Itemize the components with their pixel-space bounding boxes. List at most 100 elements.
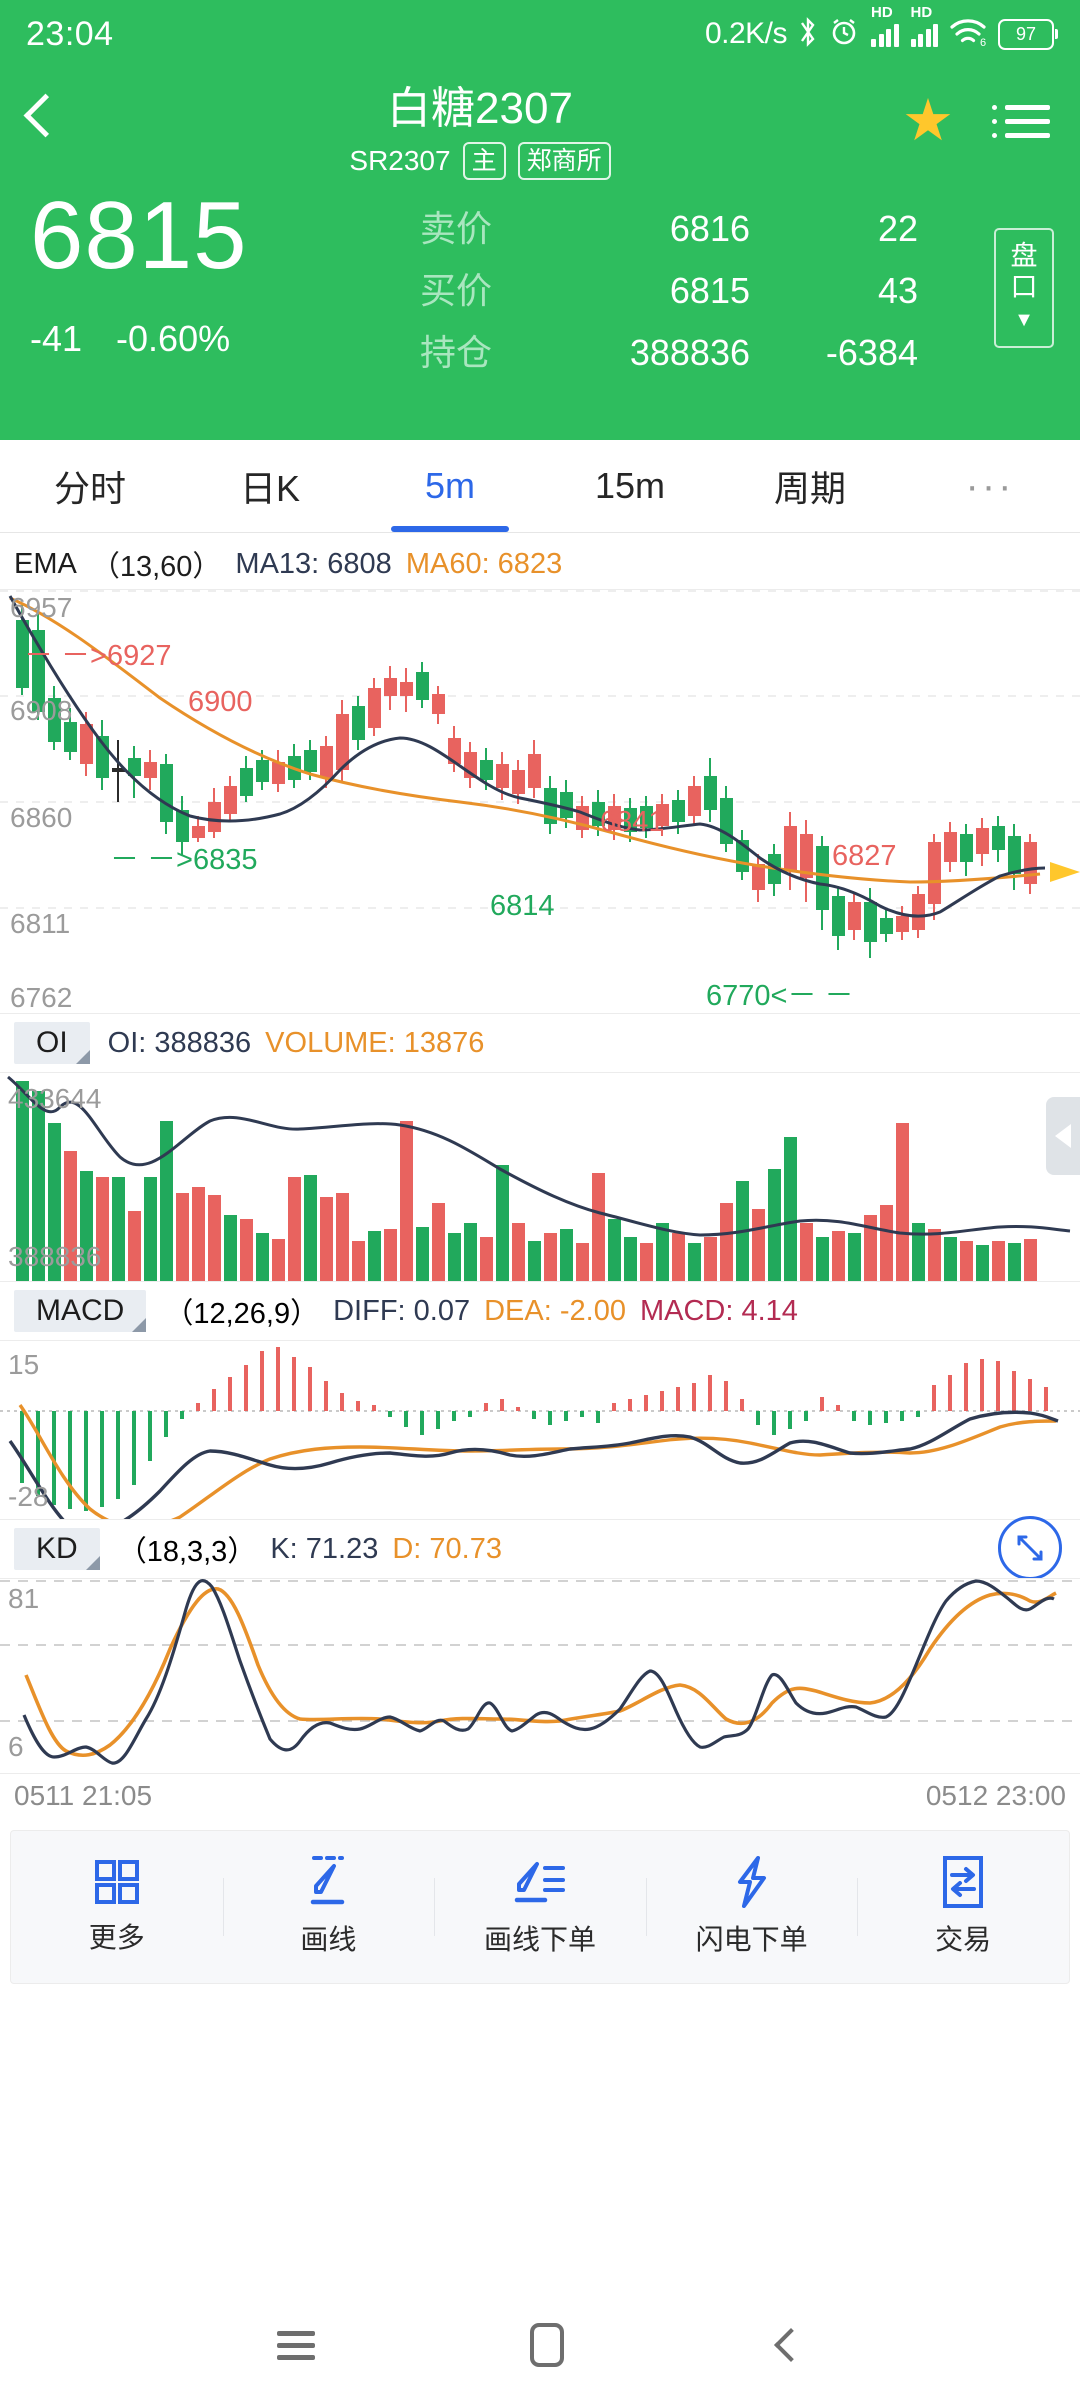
tab-15m[interactable]: 15m: [594, 465, 666, 506]
quote-detail-rows: 卖价 6816 22 买价 6815 43 持仓 388836 -6384: [420, 184, 1050, 384]
ema-indicator-header[interactable]: EMA （13,60） MA13: 6808 MA60: 6823: [0, 533, 1080, 589]
macd-panel[interactable]: 15 -28: [0, 1340, 1080, 1520]
back-button[interactable]: [23, 86, 100, 138]
candles: [16, 605, 1037, 958]
badge-exchange: 郑商所: [517, 142, 611, 180]
signal-sim1-icon: HD: [871, 5, 899, 47]
back-icon[interactable]: [774, 2328, 808, 2362]
panel-collapse-handle[interactable]: [1046, 1097, 1080, 1175]
oi-indicator-values: OI: 388836 VOLUME: 13876: [108, 1027, 485, 1060]
ma13-line: [8, 595, 1046, 918]
kd-indicator-tag[interactable]: KD: [14, 1528, 100, 1570]
oi-value: OI: 388836: [107, 1026, 252, 1059]
pencil-lines-icon: [511, 1856, 569, 1908]
chevron-left-icon: [23, 93, 68, 138]
toolbar-trade-label: 交易: [935, 1924, 992, 1955]
oi-indicator-tag[interactable]: OI: [14, 1022, 90, 1064]
android-nav-bar: [0, 2290, 1080, 2400]
wifi-icon: 6: [948, 16, 988, 53]
ask-price: 6816: [669, 208, 750, 249]
price-change-percent: -0.60%: [116, 318, 231, 359]
macd-histogram: [20, 1347, 1048, 1511]
menu-list-icon[interactable]: [992, 105, 1050, 138]
toolbar-flash-order-button[interactable]: 闪电下单: [645, 1856, 858, 1958]
x-axis-start: 0511 21:05: [14, 1780, 153, 1811]
kd-d-line: [24, 1587, 1057, 1758]
header-actions: ★: [860, 86, 1050, 150]
toolbar-draw-order-button[interactable]: 画线下单: [434, 1856, 646, 1958]
tab-daily-k[interactable]: 日K: [239, 468, 300, 509]
oi-indicator-bar: OI OI: 388836 VOLUME: 13876: [0, 1014, 1080, 1072]
period-tabs: 分时 日K 5m 15m 周期 ···: [0, 440, 1080, 533]
home-icon[interactable]: [530, 2323, 564, 2367]
fullscreen-expand-icon[interactable]: [998, 1516, 1062, 1580]
orderbook-label-line1: 盘: [1010, 240, 1038, 271]
tab-more-icon[interactable]: ···: [965, 463, 1015, 508]
kd-k-line: [22, 1579, 1055, 1765]
ma60-line: [9, 596, 1041, 884]
bid-label: 买价: [420, 270, 493, 311]
favorite-star-icon[interactable]: ★: [902, 88, 954, 153]
alarm-icon: [829, 17, 859, 52]
pencil-icon: [304, 1856, 352, 1908]
quote-row-openinterest: 持仓 388836 -6384: [420, 322, 1050, 384]
kd-svg: [0, 1579, 1080, 1765]
tab-5m[interactable]: 5m: [360, 440, 540, 532]
tab-period[interactable]: 周期: [773, 468, 846, 509]
macd-indicator-tag[interactable]: MACD: [14, 1290, 147, 1332]
bluetooth-icon: [797, 16, 819, 53]
quote-row-bid: 买价 6815 43: [420, 260, 1050, 322]
volume-value: VOLUME: 13876: [265, 1026, 485, 1059]
bid-price: 6815: [669, 270, 750, 311]
tab-fenshi[interactable]: 分时: [53, 468, 126, 509]
toolbar-more-label: 更多: [88, 1922, 145, 1953]
chevron-down-icon: ▼: [1014, 308, 1034, 331]
quote-price-block: 6815 -41 -0.60%: [30, 184, 420, 384]
volume-bars: [16, 1081, 1037, 1281]
macd-svg: [0, 1347, 1080, 1519]
last-price: 6815: [30, 182, 248, 289]
macd-indicator-bar: MACD （12,26,9） DIFF: 0.07 DEA: -2.00 MAC…: [0, 1282, 1080, 1340]
macd-params: （12,26,9）: [164, 1298, 320, 1330]
oi-line: [7, 1075, 1071, 1237]
kd-indicator-bar: KD （18,3,3） K: 71.23 D: 70.73: [0, 1516, 1080, 1580]
recents-icon[interactable]: [277, 2330, 315, 2360]
price-change-block: -41 -0.60%: [30, 318, 420, 360]
macd-diff: DIFF: 0.07: [333, 1294, 471, 1327]
page-title: 白糖2307: [387, 84, 573, 133]
macd-indicator-values: （12,26,9） DIFF: 0.07 DEA: -2.00 MACD: 4.…: [164, 1290, 798, 1332]
candlestick-panel[interactable]: 6957 6908 6860 6811 6762 － －>6927 6900 －…: [0, 589, 1080, 1014]
battery-level: 97: [1015, 23, 1037, 44]
current-price-marker: [1050, 862, 1080, 882]
toolbar-more-button[interactable]: 更多: [11, 1858, 223, 1956]
kd-panel[interactable]: 81 6: [0, 1578, 1080, 1774]
status-time: 23:04: [26, 14, 114, 53]
toolbar-flash-order-label: 闪电下单: [695, 1924, 808, 1955]
toolbar-draw-button[interactable]: 画线: [222, 1856, 435, 1958]
ma13-value: MA13: 6808: [235, 547, 392, 580]
kd-d: D: 70.73: [392, 1532, 502, 1565]
toolbar-draw-label: 画线: [300, 1924, 357, 1955]
macd-value: MACD: 4.14: [639, 1294, 798, 1327]
ema-params: （13,60）: [90, 551, 222, 583]
lightning-icon: [730, 1856, 774, 1908]
bid-qty: 43: [877, 270, 918, 311]
toolbar-trade-button[interactable]: 交易: [857, 1856, 1069, 1958]
oi-volume-panel[interactable]: 433644 388836: [0, 1072, 1080, 1282]
quote-block: 6815 -41 -0.60% 卖价 6816 22 买价 6815 43: [0, 178, 1080, 384]
candlestick-svg: [0, 590, 1080, 958]
wifi-gen-label: 6: [980, 37, 986, 48]
x-axis-labels: 0511 21:05 0512 23:00: [0, 1774, 1080, 1822]
chart-area: EMA （13,60） MA13: 6808 MA60: 6823: [0, 533, 1080, 1822]
ask-qty: 22: [877, 208, 918, 249]
x-axis-end: 0512 23:00: [925, 1780, 1066, 1811]
price-change: -41: [30, 318, 83, 359]
header-titles: 白糖2307 SR2307 主 郑商所: [100, 82, 860, 180]
status-icons: 0.2K/s HD HD 6: [705, 5, 1058, 53]
openinterest-label: 持仓: [420, 332, 493, 373]
orderbook-toggle-button[interactable]: 盘 口 ▼: [994, 228, 1054, 348]
instrument-subtitle: SR2307 主 郑商所: [100, 142, 860, 180]
battery-icon: 97: [998, 18, 1058, 50]
signal-sim2-icon: HD: [910, 5, 938, 47]
